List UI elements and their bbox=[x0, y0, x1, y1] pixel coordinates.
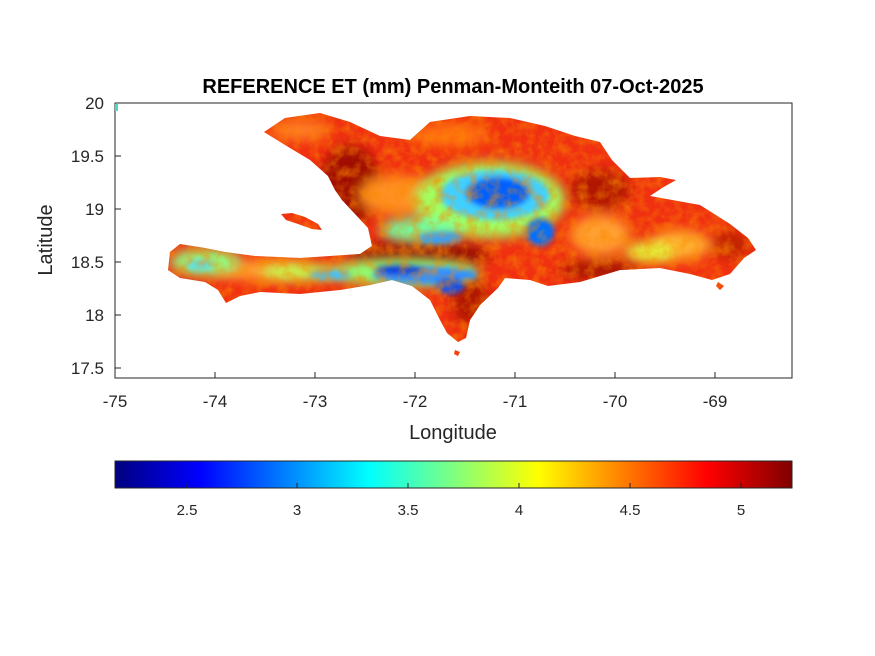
y-tick-label: 20 bbox=[85, 94, 104, 113]
colorbar-tick-label: 3.5 bbox=[398, 502, 419, 519]
x-tick-label: -69 bbox=[703, 392, 728, 411]
x-tick-label: -75 bbox=[103, 392, 128, 411]
colorbar-tick-label: 3 bbox=[293, 502, 301, 519]
x-tick-label: -73 bbox=[303, 392, 328, 411]
y-tick-label: 18 bbox=[85, 306, 104, 325]
y-tick-label: 18.5 bbox=[71, 253, 104, 272]
y-tick-label: 17.5 bbox=[71, 359, 104, 378]
colorbar-tick-label: 2.5 bbox=[177, 502, 198, 519]
x-tick-label: -71 bbox=[503, 392, 528, 411]
y-tick-label: 19.5 bbox=[71, 147, 104, 166]
colorbar-tick-label: 4 bbox=[515, 502, 523, 519]
x-tick-label: -74 bbox=[203, 392, 228, 411]
chart-title: REFERENCE ET (mm) Penman-Monteith 07-Oct… bbox=[202, 76, 703, 98]
x-axis-label: Longitude bbox=[409, 422, 497, 444]
y-tick-label: 19 bbox=[85, 200, 104, 219]
colorbar-tick-label: 5 bbox=[737, 502, 745, 519]
y-axis bbox=[115, 102, 121, 369]
colorbar-ticks bbox=[186, 483, 742, 488]
x-axis bbox=[114, 372, 716, 378]
y-axis-label: Latitude bbox=[35, 204, 57, 275]
colorbar-tick-label: 4.5 bbox=[620, 502, 641, 519]
stray-pixel bbox=[115, 104, 118, 111]
x-tick-label: -72 bbox=[403, 392, 428, 411]
x-tick-label: -70 bbox=[603, 392, 628, 411]
colorbar bbox=[114, 460, 793, 489]
